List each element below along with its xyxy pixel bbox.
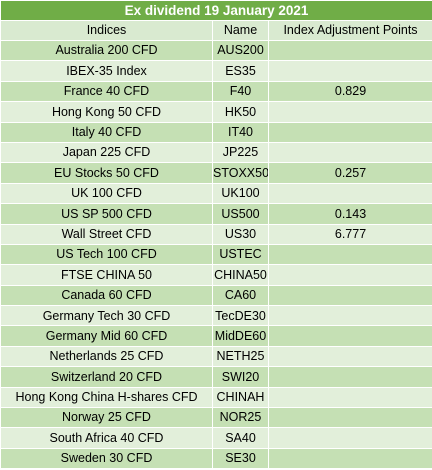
cell-name: CHINA50 [212, 264, 269, 286]
cell-name: F40 [212, 80, 269, 103]
cell-points [267, 447, 432, 470]
cell-index: US Tech 100 CFD [0, 243, 213, 266]
table-row: Hong Kong 50 CFD HK50 [0, 101, 432, 123]
table-row: Germany Mid 60 CFD MidDE60 [0, 325, 432, 347]
cell-points [267, 305, 432, 327]
cell-index: France 40 CFD [0, 80, 213, 103]
cell-points [267, 325, 432, 347]
cell-points [267, 345, 432, 368]
cell-points: 0.829 [267, 80, 432, 103]
cell-name: CHINAH [212, 386, 269, 409]
table-row: Italy 40 CFD IT40 [0, 121, 432, 143]
table-row: US SP 500 CFD US500 0.143 [0, 203, 432, 225]
table-row: Japan 225 CFD JP225 [0, 141, 432, 164]
table-row: UK 100 CFD UK100 [0, 182, 432, 205]
cell-points [267, 284, 432, 307]
cell-index: Norway 25 CFD [0, 407, 213, 429]
cell-index: Sweden 30 CFD [0, 447, 213, 470]
table-row: Hong Kong China H-shares CFD CHINAH [0, 386, 432, 409]
cell-name: US500 [212, 203, 269, 225]
cell-points [267, 427, 432, 449]
header-name: Name [212, 20, 269, 41]
cell-points [267, 264, 432, 286]
table-row: South Africa 40 CFD SA40 [0, 427, 432, 449]
cell-points [267, 101, 432, 123]
cell-name: SA40 [212, 427, 269, 449]
header-indices: Indices [0, 20, 213, 41]
cell-name: ES35 [212, 60, 269, 82]
cell-index: US SP 500 CFD [0, 203, 213, 225]
table-row: France 40 CFD F40 0.829 [0, 80, 432, 103]
table-row: Australia 200 CFD AUS200 [0, 39, 432, 62]
table-row: Norway 25 CFD NOR25 [0, 407, 432, 429]
table-row: Wall Street CFD US30 6.777 [0, 223, 432, 245]
cell-name: USTEC [212, 243, 269, 266]
cell-index: Italy 40 CFD [0, 121, 213, 143]
cell-name: US30 [212, 223, 269, 245]
cell-index: Switzerland 20 CFD [0, 366, 213, 388]
table-row: FTSE CHINA 50 CHINA50 [0, 264, 432, 286]
cell-points [267, 141, 432, 164]
title-row: Ex dividend 19 January 2021 [0, 0, 432, 21]
cell-index: Canada 60 CFD [0, 284, 213, 307]
cell-name: TecDE30 [212, 305, 269, 327]
header-row: Indices Name Index Adjustment Points [0, 20, 432, 41]
cell-points [267, 386, 432, 409]
cell-points [267, 60, 432, 82]
cell-name: MidDE60 [212, 325, 269, 347]
cell-name: STOXX50 [212, 162, 269, 184]
table-row: US Tech 100 CFD USTEC [0, 243, 432, 266]
cell-points: 0.143 [267, 203, 432, 225]
cell-index: South Africa 40 CFD [0, 427, 213, 449]
cell-points [267, 39, 432, 62]
cell-index: Netherlands 25 CFD [0, 345, 213, 368]
table-title: Ex dividend 19 January 2021 [0, 0, 432, 21]
table-row: Switzerland 20 CFD SWI20 [0, 366, 432, 388]
cell-name: UK100 [212, 182, 269, 205]
table-row: Netherlands 25 CFD NETH25 [0, 345, 432, 368]
cell-name: CA60 [212, 284, 269, 307]
cell-index: EU Stocks 50 CFD [0, 162, 213, 184]
cell-index: FTSE CHINA 50 [0, 264, 213, 286]
cell-points [267, 407, 432, 429]
cell-name: SWI20 [212, 366, 269, 388]
cell-points [267, 366, 432, 388]
cell-index: IBEX-35 Index [0, 60, 213, 82]
table-row: IBEX-35 Index ES35 [0, 60, 432, 82]
cell-points: 6.777 [267, 223, 432, 245]
cell-index: Hong Kong 50 CFD [0, 101, 213, 123]
cell-points [267, 182, 432, 205]
cell-index: Germany Tech 30 CFD [0, 305, 213, 327]
table-row: Sweden 30 CFD SE30 [0, 447, 432, 470]
cell-index: Germany Mid 60 CFD [0, 325, 213, 347]
cell-name: IT40 [212, 121, 269, 143]
cell-index: UK 100 CFD [0, 182, 213, 205]
cell-name: AUS200 [212, 39, 269, 62]
table-row: Germany Tech 30 CFD TecDE30 [0, 305, 432, 327]
table-row: Canada 60 CFD CA60 [0, 284, 432, 307]
cell-points [267, 121, 432, 143]
header-points: Index Adjustment Points [267, 20, 432, 41]
cell-index: Hong Kong China H-shares CFD [0, 386, 213, 409]
cell-name: NOR25 [212, 407, 269, 429]
cell-index: Japan 225 CFD [0, 141, 213, 164]
table-row: EU Stocks 50 CFD STOXX50 0.257 [0, 162, 432, 184]
cell-index: Australia 200 CFD [0, 39, 213, 62]
cell-points [267, 243, 432, 266]
cell-name: SE30 [212, 447, 269, 470]
cell-name: NETH25 [212, 345, 269, 368]
cell-index: Wall Street CFD [0, 223, 213, 245]
cell-points: 0.257 [267, 162, 432, 184]
cell-name: HK50 [212, 101, 269, 123]
cell-name: JP225 [212, 141, 269, 164]
